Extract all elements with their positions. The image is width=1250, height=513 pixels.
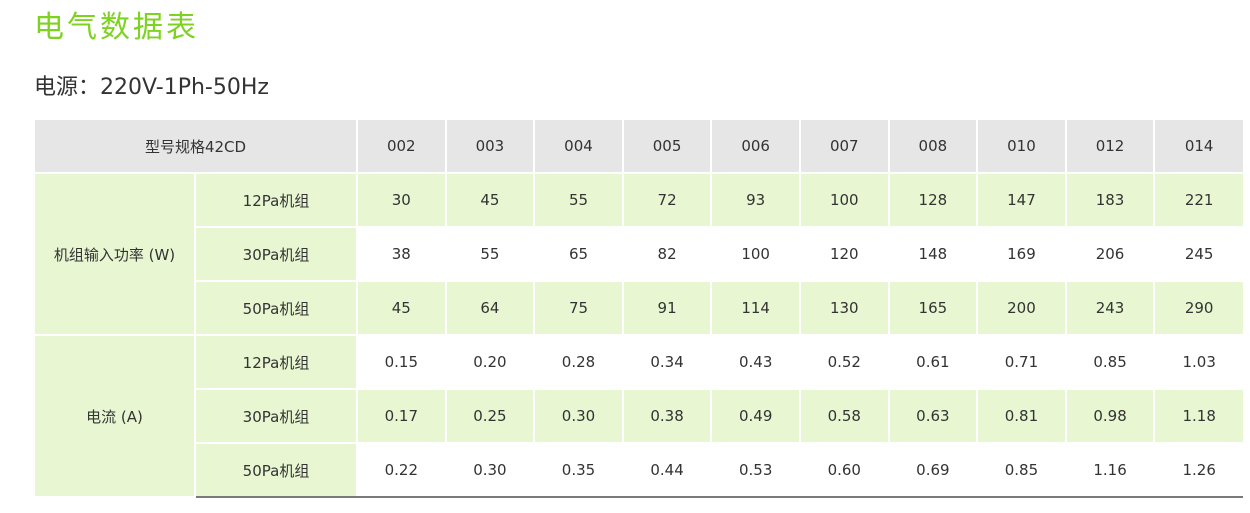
table-cell: 120 (799, 227, 890, 282)
table-cell: 0.85 (1065, 335, 1156, 390)
table-cell: 114 (711, 281, 801, 336)
table-cell: 0.52 (799, 335, 890, 390)
model-header: 008 (888, 120, 979, 174)
table-cell: 245 (1154, 227, 1243, 282)
table-cell: 0.85 (977, 443, 1067, 498)
table-cell: 0.69 (888, 443, 979, 498)
table-cell: 0.35 (534, 443, 624, 498)
table-cell: 0.30 (445, 443, 536, 498)
table-cell: 1.26 (1154, 443, 1243, 498)
page-title: 电气数据表 (34, 10, 199, 45)
model-header: 002 (357, 120, 447, 174)
table-cell: 72 (622, 173, 713, 228)
table-cell: 169 (977, 227, 1067, 282)
row-label: 12Pa机组 (195, 335, 358, 390)
table-cell: 0.30 (534, 389, 624, 444)
table-cell: 0.34 (622, 335, 713, 390)
table-cell: 0.22 (357, 443, 447, 498)
group-label-current: 电流 (A) (35, 335, 196, 498)
table-cell: 200 (977, 281, 1067, 336)
table-cell: 243 (1065, 281, 1156, 336)
table-cell: 0.15 (357, 335, 447, 390)
table-row: 50Pa机组 45 64 75 91 114 130 165 200 243 2… (35, 281, 1243, 336)
table-cell: 206 (1065, 227, 1156, 282)
table-cell: 30 (357, 173, 447, 228)
table-cell: 0.61 (888, 335, 979, 390)
table-cell: 0.58 (799, 389, 890, 444)
table-cell: 1.18 (1154, 389, 1243, 444)
table-row: 电流 (A) 12Pa机组 0.15 0.20 0.28 0.34 0.43 0… (35, 335, 1243, 498)
model-header: 003 (445, 120, 536, 174)
table-cell: 0.71 (977, 335, 1067, 390)
table-cell: 0.17 (357, 389, 447, 444)
table-cell: 0.63 (888, 389, 979, 444)
row-label: 30Pa机组 (195, 389, 358, 444)
table-header-row: 型号规格42CD 002 003 004 005 006 007 008 010… (35, 120, 1243, 174)
group-label-input-power: 机组输入功率 (W) (35, 173, 196, 336)
table-cell: 91 (622, 281, 713, 336)
table-row: 机组输入功率 (W) 12Pa机组 30 45 55 72 93 100 128… (35, 173, 1243, 336)
table-cell: 65 (534, 227, 624, 282)
table-cell: 1.16 (1065, 443, 1156, 498)
table-cell: 0.81 (977, 389, 1067, 444)
table-cell: 147 (977, 173, 1067, 228)
table-cell: 0.28 (534, 335, 624, 390)
table-row: 30Pa机组 38 55 65 82 100 120 148 169 206 2… (35, 227, 1243, 282)
model-header: 012 (1065, 120, 1156, 174)
table-row: 30Pa机组 0.17 0.25 0.30 0.38 0.49 0.58 0.6… (35, 389, 1243, 444)
row-label: 30Pa机组 (195, 227, 358, 282)
table-cell: 45 (357, 281, 447, 336)
table-cell: 0.60 (799, 443, 890, 498)
row-label: 50Pa机组 (195, 281, 358, 336)
table-cell: 0.43 (711, 335, 801, 390)
table-cell: 100 (799, 173, 890, 228)
model-header: 005 (622, 120, 713, 174)
table-cell: 148 (888, 227, 979, 282)
table-cell: 0.49 (711, 389, 801, 444)
table-cell: 64 (445, 281, 536, 336)
table-cell: 290 (1154, 281, 1243, 336)
table-cell: 0.44 (622, 443, 713, 498)
table-cell: 55 (534, 173, 624, 228)
model-header-cell: 型号规格42CD (35, 120, 358, 174)
row-label: 12Pa机组 (195, 173, 358, 228)
table-cell: 55 (445, 227, 536, 282)
model-header: 007 (799, 120, 890, 174)
table-cell: 221 (1154, 173, 1243, 228)
table-cell: 0.20 (445, 335, 536, 390)
model-header: 010 (977, 120, 1067, 174)
table-cell: 45 (445, 173, 536, 228)
table-cell: 0.38 (622, 389, 713, 444)
table-cell: 1.03 (1154, 335, 1243, 390)
table-cell: 93 (711, 173, 801, 228)
table-cell: 165 (888, 281, 979, 336)
table-cell: 38 (357, 227, 447, 282)
table-cell: 0.53 (711, 443, 801, 498)
table-cell: 183 (1065, 173, 1156, 228)
table-cell: 0.98 (1065, 389, 1156, 444)
model-header: 014 (1154, 120, 1243, 174)
table-cell: 0.25 (445, 389, 536, 444)
model-header: 006 (711, 120, 801, 174)
power-supply-label: 电源：220V-1Ph-50Hz (34, 75, 269, 100)
table-cell: 130 (799, 281, 890, 336)
electrical-data-table: 型号规格42CD 002 003 004 005 006 007 008 010… (35, 120, 1243, 498)
model-header: 004 (534, 120, 624, 174)
table-cell: 128 (888, 173, 979, 228)
row-label: 50Pa机组 (195, 443, 358, 498)
table-cell: 82 (622, 227, 713, 282)
table-cell: 100 (711, 227, 801, 282)
table-cell: 75 (534, 281, 624, 336)
table-row: 50Pa机组 0.22 0.30 0.35 0.44 0.53 0.60 0.6… (35, 443, 1243, 498)
